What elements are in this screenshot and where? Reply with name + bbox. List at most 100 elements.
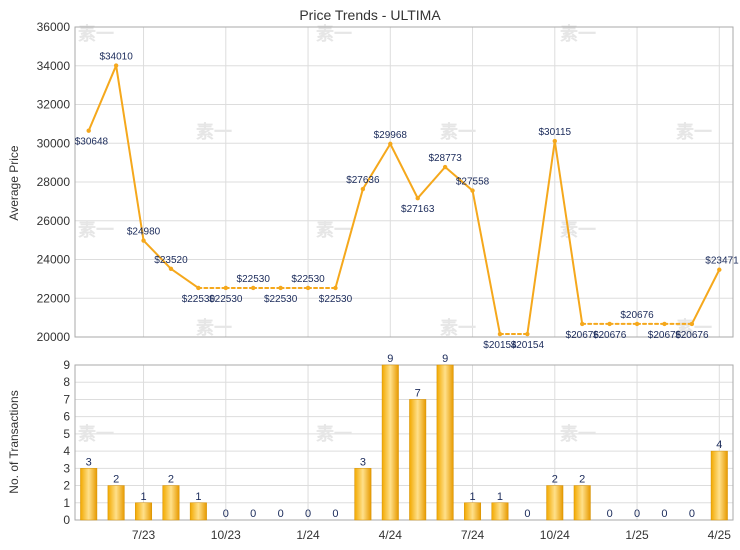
transactions-axis: 0 1 2 3 4 5 6 7 8 9 [63,358,734,527]
price-line-segment [87,64,118,132]
transactions-y-tick-label: 5 [63,427,70,441]
transactions-y-tick-label: 7 [63,392,70,406]
price-data-label: $34010 [99,52,133,63]
price-point [305,285,311,291]
price-line-segment [553,140,584,325]
price-data-label: $27636 [346,175,380,186]
x-tick-label: 1/24 [296,528,320,542]
transactions-bar [381,364,399,521]
price-point [662,321,667,327]
transactions-y-tick-label: 4 [63,444,70,458]
price-line [87,64,721,336]
transactions-y-tick-label: 1 [63,496,70,510]
transactions-bar-label: 0 [607,508,613,520]
transactions-plot-frame [74,364,734,521]
price-data-label: $20676 [566,330,600,341]
price-line-segment [361,142,392,191]
price-watermark: 素一 [196,318,232,338]
price-data-label: $22530 [209,294,243,305]
transactions-bar [409,399,427,521]
price-data-label: $20676 [648,330,682,341]
price-point [141,238,146,243]
price-watermark: 素一 [316,220,352,240]
price-y-tick-label: 34000 [37,59,71,73]
price-line-segment [142,239,172,270]
price-point [333,285,338,291]
price-data-label: $30648 [75,137,109,148]
transactions-bar-label: 0 [661,508,667,520]
transactions-y-tick-label: 6 [63,410,70,424]
x-tick-label: 4/24 [379,528,403,542]
price-data-labels: $30648 $34010 $24980 $23520 $22530 $22530 $225… [75,52,739,351]
transactions-bar-label: 1 [469,491,475,503]
transactions-bar-label: 1 [140,491,146,503]
transactions-bar-label: 1 [195,491,201,503]
transactions-x-ticks: 7/23 10/23 1/24 4/24 7/24 10/24 1/25 4/25 [132,528,731,542]
transactions-y-tick-label: 0 [63,513,70,527]
price-point [580,321,585,327]
transactions-bar-label: 0 [332,508,338,520]
price-line-segment [471,189,501,336]
transactions-y-tick-label: 2 [63,479,70,493]
transactions-bar [436,364,454,521]
price-y-tick-label: 36000 [37,20,71,34]
price-axis: 20000 22000 24000 26000 28000 30000 32000 34000… [37,20,734,344]
transactions-bar-label: 4 [716,439,722,451]
x-tick-label: 4/25 [708,528,732,542]
transactions-bar [491,502,509,521]
transactions-bar-label: 0 [305,508,311,520]
transactions-bar-label: 3 [360,456,366,468]
price-point [251,285,256,291]
transactions-y-tick-label: 9 [63,358,70,372]
price-data-label: $24980 [127,227,161,238]
price-point [223,285,228,291]
price-point [497,331,503,337]
price-point [388,141,393,147]
price-line-segment [334,188,364,289]
price-line-segment [690,268,721,325]
transactions-bar-label: 9 [387,353,393,365]
price-watermark: 素一 [440,318,476,338]
transactions-bar [189,502,207,521]
price-data-label: $22530 [319,294,353,305]
price-line-segment [389,142,419,200]
transactions-watermark: 素一 [560,424,596,444]
transactions-watermarks: 素一 素一 素一 [78,424,596,444]
price-data-label: $22530 [264,294,298,305]
price-y-tick-label: 30000 [37,136,71,150]
price-point [634,321,640,327]
price-grid [75,26,733,338]
transactions-bar-label: 0 [524,508,530,520]
transactions-watermark: 素一 [78,424,114,444]
transactions-bar-label: 2 [168,474,174,486]
price-point [525,331,530,337]
price-line-segment [115,64,145,242]
transactions-y-axis-label: No. of Transactions [7,390,21,493]
price-point [360,186,366,192]
transactions-bar-label: 0 [223,508,229,520]
price-y-tick-label: 28000 [37,175,71,189]
transactions-bar-label: 3 [86,456,92,468]
price-data-label: $23520 [154,255,188,266]
price-data-label: $20676 [675,330,709,341]
price-point [442,164,448,170]
price-line-segment [526,140,556,336]
chart-title: Price Trends - ULTIMA [299,7,441,23]
price-data-label: $22530 [291,274,325,285]
price-watermark: 素一 [78,24,114,44]
x-tick-label: 10/23 [211,528,241,542]
price-y-tick-label: 26000 [37,214,71,228]
transactions-bar-label: 2 [113,474,119,486]
price-y-tick-label: 22000 [37,291,71,305]
price-data-label: $27163 [401,204,435,215]
transactions-bar [162,485,180,521]
transactions-bar-label: 2 [579,474,585,486]
price-point [86,128,91,133]
price-data-label: $23471 [705,256,739,267]
price-data-label: $20676 [620,310,654,321]
price-point [470,188,475,193]
x-tick-label: 10/24 [540,528,570,542]
transactions-bar-label: 1 [497,491,503,503]
